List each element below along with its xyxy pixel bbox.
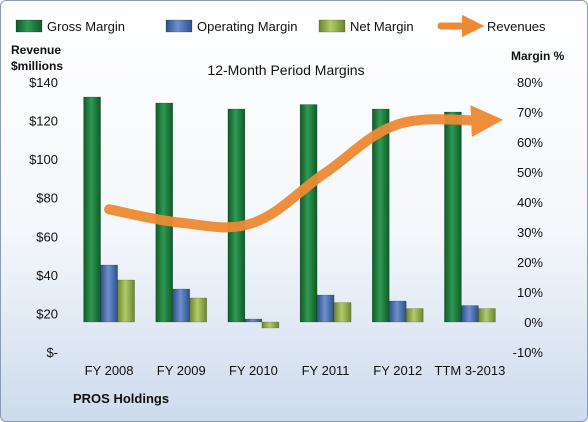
- left-tick-label: $20: [36, 306, 58, 321]
- right-tick-label: -10%: [513, 345, 544, 360]
- left-tick-label: $100: [29, 152, 58, 167]
- bar-net-margin: [117, 279, 135, 323]
- bar-net-margin: [333, 302, 352, 323]
- chart-title: 12-Month Period Margins: [207, 62, 364, 78]
- bar-net-margin: [261, 321, 280, 329]
- bar-gross-margin: [444, 111, 462, 323]
- legend-label: Net Margin: [350, 19, 414, 34]
- bar-operating-margin: [316, 294, 335, 323]
- bar-operating-margin: [172, 288, 191, 323]
- legend-label: Revenues: [487, 19, 546, 34]
- right-axis-label: Margin %: [511, 49, 565, 63]
- category-label: FY 2011: [302, 363, 350, 378]
- right-tick-label: 70%: [517, 105, 543, 120]
- category-label: FY 2008: [85, 363, 134, 378]
- left-axis-label-line-1: Revenue: [11, 43, 61, 57]
- left-axis-label-line-2: $millions: [11, 59, 63, 73]
- revenue-line-path: [104, 105, 504, 233]
- legend-swatch: [318, 19, 346, 33]
- left-tick-label: $80: [36, 191, 58, 206]
- bar-net-margin: [405, 308, 424, 323]
- bar-series: [83, 96, 496, 329]
- legend: Gross Margin Operating Margin Net Margin Re…: [15, 14, 546, 38]
- category-label: TTM 3-2013: [435, 363, 506, 378]
- right-tick-label: 0%: [524, 315, 543, 330]
- revenue-line: [104, 105, 504, 233]
- right-tick-label: 40%: [517, 195, 543, 210]
- right-axis-ticks: -10% 0% 10% 20% 30% 40% 50% 60% 70% 80%: [513, 75, 544, 360]
- right-tick-label: 30%: [517, 225, 543, 240]
- right-tick-label: 10%: [517, 285, 543, 300]
- legend-swatch: [165, 19, 193, 33]
- bar-gross-margin: [83, 96, 101, 323]
- bar-operating-margin: [244, 318, 263, 323]
- bar-gross-margin: [155, 102, 174, 323]
- left-tick-label: $60: [36, 229, 58, 244]
- right-tick-label: 20%: [517, 255, 543, 270]
- left-axis-label: Revenue $millions: [11, 43, 63, 73]
- bar-operating-margin: [388, 300, 407, 323]
- legend-item-operating-margin: Operating Margin: [165, 19, 297, 34]
- bar-operating-margin: [461, 305, 479, 323]
- company-label: PROS Holdings: [73, 391, 169, 406]
- bar-net-margin: [189, 297, 208, 323]
- category-label: FY 2012: [373, 363, 422, 378]
- left-axis-ticks: $- $20 $40 $60 $80 $100 $120 $140: [29, 75, 58, 360]
- right-tick-label: 80%: [517, 75, 543, 90]
- legend-item-gross-margin: Gross Margin: [15, 19, 125, 34]
- bar-net-margin: [478, 308, 496, 323]
- bar-gross-margin: [227, 108, 246, 323]
- legend-label: Gross Margin: [47, 19, 125, 34]
- right-tick-label: 60%: [517, 135, 543, 150]
- legend-label: Operating Margin: [197, 19, 297, 34]
- bar-gross-margin: [371, 108, 390, 323]
- right-tick-label: 50%: [517, 165, 543, 180]
- left-tick-label: $-: [46, 345, 58, 360]
- legend-item-revenues: Revenues: [437, 14, 546, 38]
- category-label: FY 2010: [229, 363, 278, 378]
- left-tick-label: $40: [36, 268, 58, 283]
- category-label: FY 2009: [157, 363, 206, 378]
- bar-gross-margin: [299, 104, 318, 323]
- legend-item-net-margin: Net Margin: [318, 19, 414, 34]
- left-tick-label: $120: [29, 114, 58, 129]
- bar-operating-margin: [100, 264, 118, 323]
- category-labels: FY 2008 FY 2009 FY 2010 FY 2011 FY 2012 TTM 3…: [85, 363, 506, 378]
- left-tick-label: $140: [29, 75, 58, 90]
- legend-swatch: [15, 19, 43, 33]
